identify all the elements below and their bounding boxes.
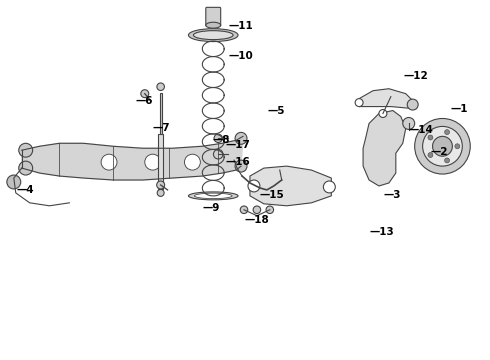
Text: —8: —8 bbox=[212, 135, 230, 145]
Text: —17: —17 bbox=[225, 140, 250, 150]
Circle shape bbox=[428, 153, 433, 157]
Text: —5: —5 bbox=[268, 105, 285, 116]
Text: —15: —15 bbox=[260, 190, 285, 200]
Circle shape bbox=[433, 136, 452, 156]
Circle shape bbox=[422, 126, 462, 166]
Text: —12: —12 bbox=[404, 71, 429, 81]
Circle shape bbox=[407, 99, 418, 110]
Text: —4: —4 bbox=[17, 185, 34, 195]
Circle shape bbox=[323, 181, 335, 193]
Polygon shape bbox=[250, 166, 331, 206]
Text: —13: —13 bbox=[369, 226, 394, 237]
Circle shape bbox=[444, 158, 449, 163]
Text: —11: —11 bbox=[228, 21, 253, 31]
Circle shape bbox=[214, 149, 223, 159]
Polygon shape bbox=[363, 111, 406, 186]
Circle shape bbox=[403, 117, 415, 129]
Ellipse shape bbox=[206, 22, 220, 28]
Circle shape bbox=[415, 118, 470, 174]
Polygon shape bbox=[22, 136, 243, 180]
Ellipse shape bbox=[194, 31, 233, 40]
Text: —18: —18 bbox=[245, 215, 270, 225]
Text: —16: —16 bbox=[225, 157, 250, 167]
Text: —3: —3 bbox=[384, 190, 401, 200]
Circle shape bbox=[235, 160, 247, 172]
Circle shape bbox=[455, 144, 460, 149]
Circle shape bbox=[157, 83, 165, 90]
Circle shape bbox=[157, 181, 165, 189]
Circle shape bbox=[444, 130, 449, 135]
Circle shape bbox=[184, 154, 200, 170]
Circle shape bbox=[145, 154, 161, 170]
Circle shape bbox=[235, 132, 247, 144]
Text: —10: —10 bbox=[228, 51, 253, 61]
Circle shape bbox=[101, 154, 117, 170]
Circle shape bbox=[7, 175, 21, 189]
Ellipse shape bbox=[189, 192, 238, 200]
Circle shape bbox=[240, 206, 248, 213]
Text: —7: —7 bbox=[153, 123, 171, 134]
Polygon shape bbox=[359, 89, 413, 109]
Circle shape bbox=[141, 90, 149, 98]
Text: —1: —1 bbox=[450, 104, 468, 113]
Circle shape bbox=[355, 99, 363, 107]
Bar bbox=[160, 93, 162, 134]
Text: —9: —9 bbox=[202, 203, 220, 213]
Circle shape bbox=[428, 135, 433, 140]
Circle shape bbox=[253, 206, 261, 213]
Circle shape bbox=[379, 109, 387, 117]
Text: —6: —6 bbox=[136, 96, 153, 105]
Circle shape bbox=[157, 189, 164, 196]
Circle shape bbox=[19, 143, 33, 157]
FancyBboxPatch shape bbox=[206, 7, 220, 26]
Circle shape bbox=[19, 161, 33, 175]
Text: —14: —14 bbox=[409, 125, 434, 135]
Text: —2: —2 bbox=[431, 147, 448, 157]
Ellipse shape bbox=[189, 29, 238, 41]
Ellipse shape bbox=[195, 193, 232, 199]
Bar bbox=[158, 134, 163, 189]
Circle shape bbox=[266, 206, 273, 213]
Circle shape bbox=[248, 180, 260, 192]
Circle shape bbox=[214, 134, 222, 143]
